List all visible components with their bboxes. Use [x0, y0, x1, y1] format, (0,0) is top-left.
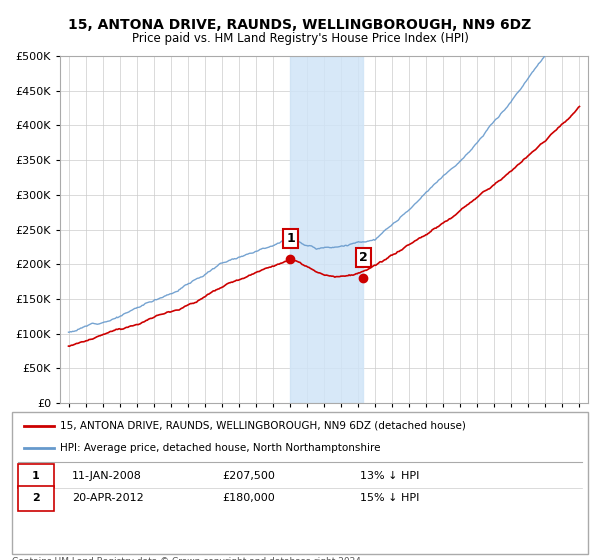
Text: 20-APR-2012: 20-APR-2012	[72, 493, 144, 503]
Text: 2: 2	[359, 251, 368, 264]
Text: 1: 1	[286, 232, 295, 245]
Text: £207,500: £207,500	[222, 471, 275, 481]
Bar	[290, 56, 363, 403]
Text: 15% ↓ HPI: 15% ↓ HPI	[360, 493, 419, 503]
Text: 2: 2	[32, 493, 40, 503]
Text: 15, ANTONA DRIVE, RAUNDS, WELLINGBOROUGH, NN9 6DZ: 15, ANTONA DRIVE, RAUNDS, WELLINGBOROUGH…	[68, 18, 532, 32]
Text: 1: 1	[32, 471, 40, 481]
Text: 11-JAN-2008: 11-JAN-2008	[72, 471, 142, 481]
Text: Contains HM Land Registry data © Crown copyright and database right 2024.
This d: Contains HM Land Registry data © Crown c…	[12, 557, 364, 560]
Text: 15, ANTONA DRIVE, RAUNDS, WELLINGBOROUGH, NN9 6DZ (detached house): 15, ANTONA DRIVE, RAUNDS, WELLINGBOROUGH…	[60, 421, 466, 431]
Text: 13% ↓ HPI: 13% ↓ HPI	[360, 471, 419, 481]
Text: HPI: Average price, detached house, North Northamptonshire: HPI: Average price, detached house, Nort…	[60, 443, 380, 453]
Text: £180,000: £180,000	[222, 493, 275, 503]
Text: Price paid vs. HM Land Registry's House Price Index (HPI): Price paid vs. HM Land Registry's House …	[131, 31, 469, 45]
